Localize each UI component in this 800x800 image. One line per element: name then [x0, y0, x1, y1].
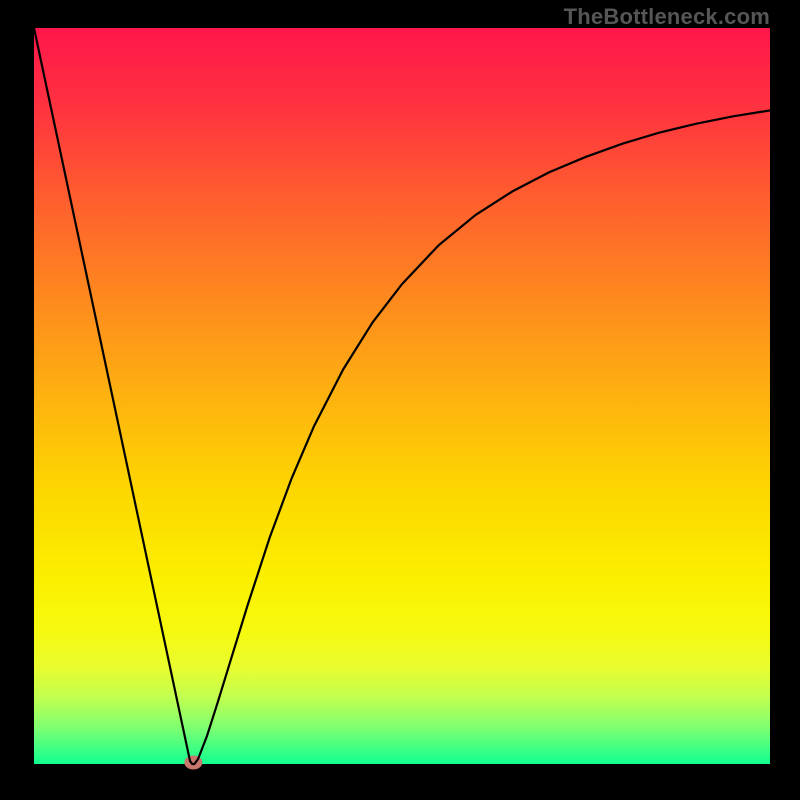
chart-container: TheBottleneck.com [0, 0, 800, 800]
chart-svg [0, 0, 800, 800]
watermark-text: TheBottleneck.com [564, 4, 770, 30]
plot-background [34, 28, 770, 764]
